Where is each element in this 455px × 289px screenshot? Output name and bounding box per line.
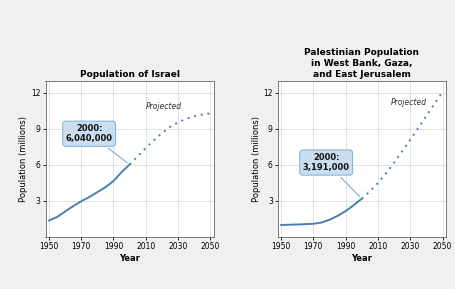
- Y-axis label: Population (millions): Population (millions): [20, 116, 28, 202]
- Text: 2000:
6,040,000: 2000: 6,040,000: [66, 124, 127, 163]
- X-axis label: Year: Year: [119, 254, 140, 263]
- Text: 2000:
3,191,000: 2000: 3,191,000: [303, 153, 360, 197]
- Text: Projected: Projected: [391, 98, 427, 107]
- X-axis label: Year: Year: [351, 254, 372, 263]
- Title: Palestinian Population
in West Bank, Gaza,
and East Jerusalem: Palestinian Population in West Bank, Gaz…: [304, 48, 419, 79]
- Text: Projected: Projected: [146, 102, 182, 111]
- Title: Population of Israel: Population of Israel: [80, 70, 180, 79]
- Y-axis label: Population (millions): Population (millions): [252, 116, 261, 202]
